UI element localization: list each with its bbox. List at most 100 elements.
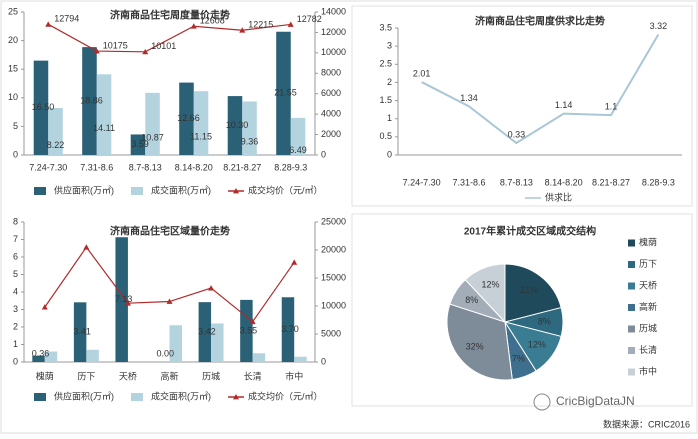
data-label: 7% <box>512 353 525 363</box>
bar <box>294 356 307 362</box>
data-label: 12608 <box>200 16 225 26</box>
y2-tick-label: 12000 <box>321 27 346 37</box>
bar <box>179 82 194 155</box>
line-marker <box>45 21 52 27</box>
pie-slice <box>464 263 506 324</box>
y-tick-label: 2 <box>387 77 392 87</box>
data-label: 3.42 <box>198 326 216 336</box>
y-tick-label: 3 <box>387 41 392 51</box>
data-label: 32% <box>466 342 484 352</box>
y-tick-label: 15 <box>8 64 18 74</box>
x-tick-label: 长清 <box>244 370 262 381</box>
data-label: 10101 <box>151 41 176 51</box>
pie-slice <box>446 303 513 381</box>
data-label: 9.36 <box>241 137 259 147</box>
line <box>421 34 660 145</box>
x-tick-label: 8.14-8.20 <box>545 177 583 187</box>
legend-label: 成交面积(万㎡) <box>151 184 211 195</box>
y-tick-label: 0 <box>13 149 18 159</box>
watermark-icon <box>533 393 551 411</box>
data-label: 14.11 <box>93 123 115 133</box>
legend-label: 供应面积(万㎡) <box>54 184 114 195</box>
y-tick-label: 7 <box>13 234 18 244</box>
legend-label: 槐荫 <box>639 236 657 247</box>
y-tick-label: 0 <box>13 356 18 366</box>
data-label: 12% <box>528 340 546 350</box>
y2-tick-label: 2000 <box>321 129 341 139</box>
y-tick-label: 0.5 <box>379 131 392 141</box>
data-label: 7.13 <box>115 294 133 304</box>
data-label: 3.59 <box>131 139 149 149</box>
legend-marker <box>131 187 143 195</box>
chart-title: 济南商品住宅周度供求比走势 <box>475 15 605 28</box>
y-tick-label: 1.5 <box>379 95 392 105</box>
data-label: 3.32 <box>650 21 668 31</box>
legend-marker <box>628 261 635 268</box>
data-label: 12215 <box>248 20 273 30</box>
x-tick-label: 7.24-7.30 <box>403 177 441 187</box>
y2-tick-label: 10000 <box>321 300 346 310</box>
y-tick-label: 1 <box>13 339 18 349</box>
data-label: 12% <box>481 280 499 290</box>
legend-marker <box>628 304 635 311</box>
legend-label: 成交均价（元/㎡） <box>248 184 323 195</box>
data-label: 10175 <box>103 40 128 50</box>
y-tick-label: 4 <box>13 286 18 296</box>
legend-marker <box>233 394 239 400</box>
legend-marker <box>628 325 635 333</box>
x-tick-label: 8.7-8.13 <box>129 162 162 172</box>
data-label: 10.30 <box>226 120 249 130</box>
y-tick-label: 25 <box>8 6 18 16</box>
legend-marker <box>233 188 239 194</box>
bar <box>48 107 63 155</box>
data-label: 1.14 <box>555 100 573 110</box>
bar <box>198 302 212 362</box>
bar <box>115 237 128 362</box>
data-label: 16.50 <box>32 102 55 112</box>
y2-tick-label: 8000 <box>321 68 341 78</box>
bar <box>169 325 182 362</box>
data-label: 21% <box>520 285 538 295</box>
data-label: 1.34 <box>460 93 478 103</box>
data-label: 8.22 <box>47 140 65 150</box>
y2-tick-label: 0 <box>321 356 326 366</box>
panel-border <box>351 5 693 207</box>
bar <box>33 60 49 156</box>
y-tick-label: 2 <box>13 321 18 331</box>
y2-tick-label: 5000 <box>321 328 341 338</box>
x-tick-label: 历城 <box>202 371 220 381</box>
y2-tick-label: 4000 <box>321 109 341 119</box>
bar <box>276 31 291 155</box>
bar <box>193 91 209 155</box>
legend-label: 长清 <box>639 344 657 355</box>
data-label: 3.55 <box>240 325 258 335</box>
panel-border <box>351 213 693 407</box>
bar <box>82 47 97 155</box>
y2-tick-label: 0 <box>321 149 326 159</box>
legend-marker <box>34 393 46 401</box>
line-marker <box>41 304 48 310</box>
chart-title: 2017年累计成交区域成交结构 <box>464 225 596 238</box>
legend-label: 供求比 <box>545 191 572 202</box>
x-tick-label: 市中 <box>285 370 303 381</box>
y2-tick-label: 10000 <box>321 47 346 57</box>
legend-label: 市中 <box>639 365 657 376</box>
x-tick-label: 高新 <box>160 370 178 381</box>
x-tick-label: 历下 <box>77 371 95 381</box>
data-label: 21.55 <box>274 88 297 98</box>
chart-title: 济南商品住宅周度量价走势 <box>110 9 230 22</box>
legend-marker <box>131 393 143 401</box>
bar <box>96 74 112 155</box>
bar <box>252 353 266 362</box>
x-tick-label: 槐荫 <box>36 370 54 381</box>
y2-tick-label: 6000 <box>321 88 341 98</box>
line-marker <box>208 285 215 291</box>
data-label: 3.41 <box>73 327 91 337</box>
legend-label: 历城 <box>639 323 657 333</box>
legend-label: 高新 <box>639 301 657 312</box>
bar <box>240 299 253 362</box>
bar <box>290 117 306 155</box>
line-marker <box>166 298 173 304</box>
data-label: 11.15 <box>190 131 212 141</box>
